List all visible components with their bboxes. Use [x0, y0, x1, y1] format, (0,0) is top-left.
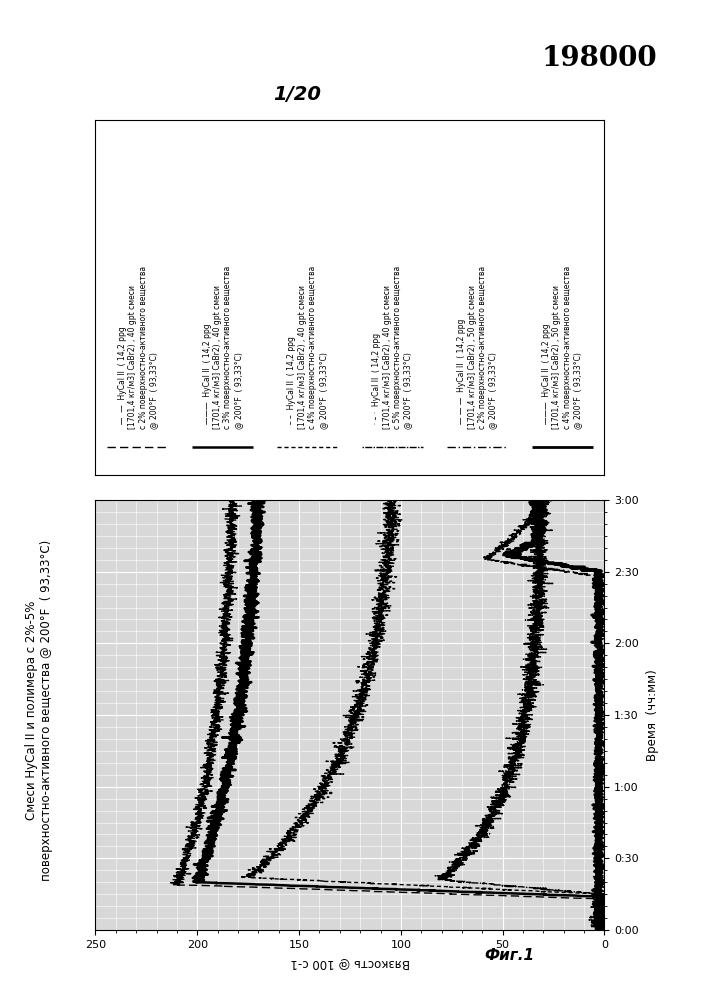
Text: 198000: 198000 [542, 45, 658, 72]
Text: — — —  HyCal II  ( 14,2 ppg
[1701,4 кг/м3] CaBr2) , 50 gpt смеси
c 2% поверхност: — — — HyCal II ( 14,2 ppg [1701,4 кг/м3]… [457, 266, 497, 429]
X-axis label: Вязкость @ 100 с-1: Вязкость @ 100 с-1 [290, 957, 410, 970]
Text: ———  HyCal II  ( 14,2 ppg
[1701,4 кг/м3] CaBr2) , 50 gpt смеси
c 4% поверхностно: ——— HyCal II ( 14,2 ppg [1701,4 кг/м3] C… [542, 266, 582, 429]
Text: 1/20: 1/20 [273, 86, 321, 104]
Text: ———  HyCal II  ( 14,2 ppg
[1701,4 кг/м3] CaBr2) , 40 gpt смеси
c 3% поверхностно: ——— HyCal II ( 14,2 ppg [1701,4 кг/м3] C… [203, 266, 243, 429]
Text: Смеси HyCal II и полимера с 2%-5%
поверхностно-активного вещества @ 200°F  ( 93,: Смеси HyCal II и полимера с 2%-5% поверх… [25, 539, 53, 881]
Text: – –  HyCal II  ( 14,2 ppg
[1701,4 кг/м3] CaBr2) , 40 gpt смеси
c 4% поверхностно: – – HyCal II ( 14,2 ppg [1701,4 кг/м3] C… [288, 266, 327, 429]
Text: · – ·  HyCal II  ( 14,2 ppg
[1701,4 кг/м3] CaBr2) , 40 gpt смеси
c 5% поверхност: · – · HyCal II ( 14,2 ppg [1701,4 кг/м3]… [373, 266, 412, 429]
Y-axis label: Время  (чч:мм): Время (чч:мм) [646, 669, 659, 761]
Text: —  —  HyCal II  ( 14,2 ppg
[1701,4 кг/м3] CaBr2) , 40 gpt смеси
c 2% поверхностн: — — HyCal II ( 14,2 ppg [1701,4 кг/м3] C… [118, 266, 158, 429]
Text: Фиг.1: Фиг.1 [484, 948, 534, 962]
